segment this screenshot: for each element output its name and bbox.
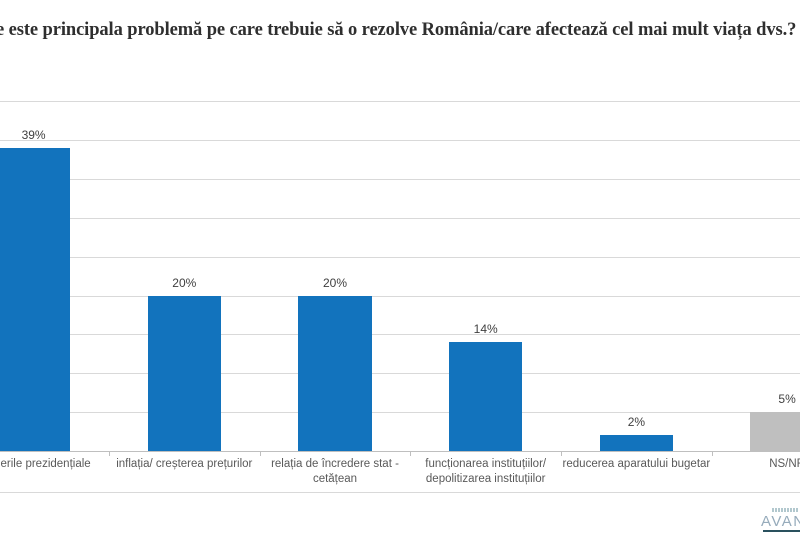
gridline: [0, 334, 800, 336]
gridline: [0, 295, 800, 297]
category-label: funcționarea instituțiilor/depolitizarea…: [398, 457, 574, 487]
value-label: 14%: [473, 322, 498, 337]
category-label-line: erile prezidențiale: [0, 458, 91, 470]
logo-text: AVAN: [761, 513, 800, 530]
category-label-line: inflația/ creșterea prețurilor: [116, 458, 253, 470]
category-label-line: cetățean: [312, 473, 358, 485]
gridline: [0, 256, 800, 258]
category-label: inflația/ creșterea prețurilor: [96, 457, 272, 472]
gridline: [0, 373, 800, 375]
gridline: [0, 179, 800, 181]
value-label: 20%: [322, 275, 348, 290]
x-axis-tick: [410, 452, 412, 456]
footer-divider: [0, 492, 800, 493]
x-axis-tick: [711, 452, 713, 456]
bar: [750, 412, 800, 451]
logo-underline: [763, 529, 800, 532]
category-label-line: reducerea aparatului bugetar: [562, 458, 711, 470]
category-label-line: depolitizarea instituțiilor: [425, 473, 546, 485]
chart-question-title: e este principala problemă pe care trebu…: [0, 20, 797, 40]
category-label: relația de încredere stat - cetățean: [247, 457, 423, 487]
category-label-line: funcționarea instituțiilor/: [425, 458, 547, 470]
category-label: reducerea aparatului bugetar: [548, 457, 724, 472]
bar: [147, 295, 221, 451]
value-label: 20%: [172, 275, 197, 290]
x-axis-tick: [561, 452, 563, 456]
value-label: 5%: [778, 392, 796, 407]
category-label: erile prezidențiale: [0, 457, 134, 472]
bar: [449, 342, 523, 451]
value-label: 2%: [627, 415, 646, 430]
bar: [0, 147, 71, 451]
x-axis-tick: [259, 452, 261, 456]
category-label-line: NS/NR: [769, 458, 800, 470]
gridline: [0, 101, 800, 103]
avangarde-logo: AVAN: [755, 505, 800, 534]
category-label-line: relația de încredere stat -: [271, 458, 399, 470]
bar: [599, 435, 674, 451]
gridline: [0, 140, 800, 142]
logo-tagline-smudge: [772, 508, 798, 512]
bar: [298, 295, 372, 451]
value-label: 39%: [21, 127, 46, 142]
gridline: [0, 412, 800, 414]
category-label: NS/NR: [699, 457, 800, 472]
gridline: [0, 217, 800, 219]
x-axis-line: [0, 451, 800, 452]
x-axis-tick: [108, 452, 110, 456]
